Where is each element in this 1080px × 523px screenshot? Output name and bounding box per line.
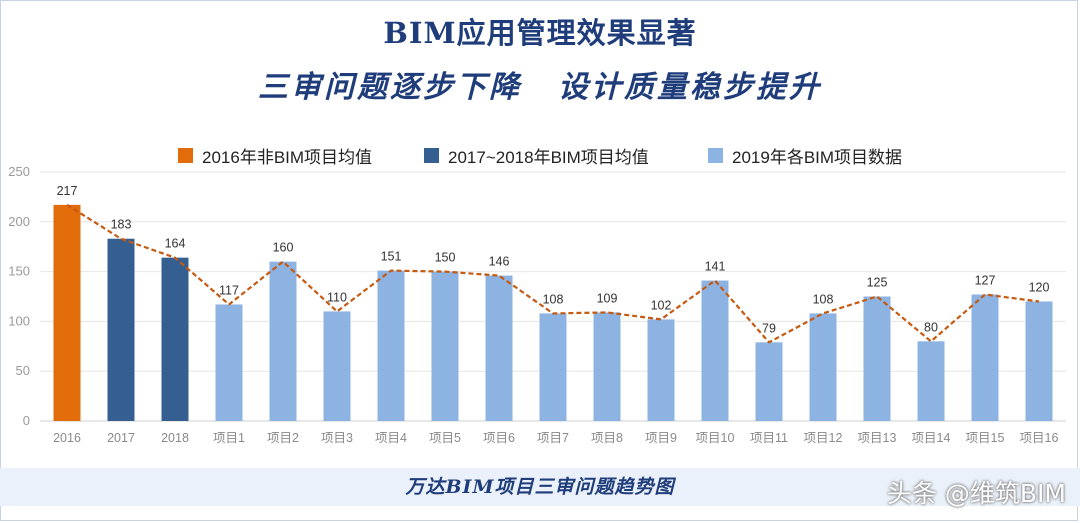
x-tick-label: 2016 [53,431,81,445]
chart-subtitle: 三审问题逐步下降 设计质量稳步提升 [0,62,1080,106]
watermark: 头条 @维筑BIM [886,479,1066,508]
data-label: 109 [597,291,618,305]
bars [53,204,1053,421]
bar [701,280,729,421]
legend-item-2016: 2016年非BIM项目均值 [178,143,372,168]
bar [593,312,621,421]
data-label: 127 [975,274,996,288]
bar [53,204,81,421]
data-label: 102 [651,298,672,312]
x-axis-ticks: 2016 2017 2018 项目1 项目2 项目3 项目4 项目5 项目6 项目7 项目8 项目9 项… [53,431,1058,445]
x-tick-label: 项目3 [321,431,353,445]
legend-item-2019: 2019年各BIM项目数据 [708,143,902,168]
data-label: 110 [327,290,347,304]
bar [215,304,243,421]
y-tick-label: 200 [8,214,30,229]
y-tick-label: 150 [8,264,30,279]
bar [1025,301,1053,421]
x-tick-label: 项目16 [1020,431,1059,445]
y-tick-label: 100 [8,313,30,328]
legend-swatch [178,148,193,163]
data-label: 164 [165,237,186,251]
x-tick-label: 项目4 [375,431,407,445]
data-label: 141 [705,260,726,274]
y-tick-label: 0 [23,413,30,428]
data-label: 120 [1029,280,1050,294]
bar [161,257,189,421]
legend-label: 2016年非BIM项目均值 [202,148,373,167]
data-label: 146 [489,255,510,269]
chart-caption: 万达BIM项目三审问题趋势图 [0,468,1080,506]
x-tick-label: 项目6 [483,431,515,445]
data-label: 160 [273,241,294,255]
bar [485,275,513,421]
subtitle-left: 三审问题逐步下降 [258,70,522,105]
bar [323,311,351,421]
data-label: 150 [435,251,456,265]
bar [917,341,945,421]
x-tick-label: 项目1 [213,431,245,445]
data-label: 79 [762,321,776,335]
chart-title: BIM应用管理效果显著 [383,16,697,50]
bar [431,271,459,421]
y-tick-label: 50 [16,363,30,378]
x-tick-label: 项目13 [858,431,897,445]
x-tick-label: 项目14 [912,431,951,445]
bar [971,294,999,421]
x-tick-label: 项目12 [804,431,843,445]
data-label: 183 [111,218,132,232]
bar [863,296,891,421]
bar-chart: 0 50 100 150 200 250 217 183 164 117 160 110 151 150… [8,164,1066,445]
data-labels: 217 183 164 117 160 110 151 150 146 108 109 102 141 7… [57,184,1050,335]
x-tick-label: 项目9 [645,431,677,445]
data-label: 108 [543,292,564,306]
legend-label: 2017~2018年BIM项目均值 [448,148,649,167]
trend-line [66,203,1040,344]
data-label: 217 [57,184,78,198]
legend-swatch [708,148,723,163]
chart-legend: 2016年非BIM项目均值 2017~2018年BIM项目均值 2019年各BI… [0,143,1080,167]
trend-polyline [66,203,1040,344]
x-tick-label: 项目2 [267,431,299,445]
data-label: 125 [867,276,888,290]
legend-item-2017-2018: 2017~2018年BIM项目均值 [424,143,649,168]
x-tick-label: 2017 [107,431,135,445]
subtitle-right: 设计质量稳步提升 [558,70,822,105]
data-label: 117 [219,283,239,297]
x-tick-label: 2018 [161,431,189,445]
bar [107,238,135,421]
data-label: 108 [813,292,834,306]
data-label: 151 [381,250,402,264]
x-tick-label: 项目15 [966,431,1005,445]
x-tick-label: 项目10 [696,431,735,445]
x-tick-label: 项目11 [750,431,788,445]
bar [809,313,837,421]
bar [755,342,783,421]
bar [269,261,297,421]
data-label: 80 [924,320,938,334]
x-tick-label: 项目7 [537,431,569,445]
x-tick-label: 项目8 [591,431,623,445]
x-tick-label: 项目5 [429,431,461,445]
y-axis-ticks: 0 50 100 150 200 250 [8,164,30,428]
legend-label: 2019年各BIM项目数据 [732,148,903,167]
y-tick-label: 250 [8,164,30,179]
bar [647,319,675,421]
bar [539,313,567,421]
bar [377,270,405,421]
legend-swatch [424,148,439,163]
